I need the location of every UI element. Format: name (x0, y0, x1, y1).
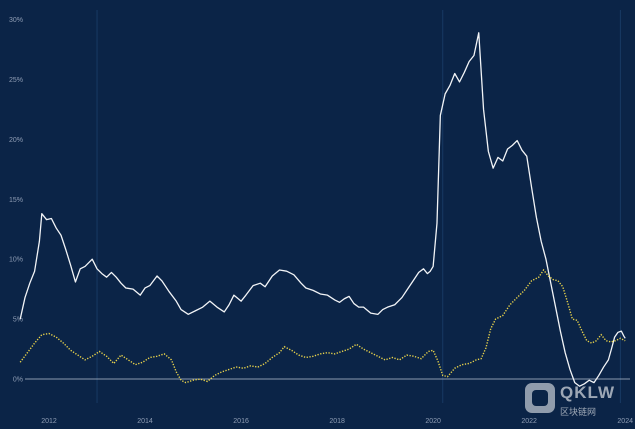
y-tick-label: 10% (9, 257, 23, 264)
grid-layer (25, 10, 630, 403)
x-tick-label: 2012 (41, 418, 57, 425)
watermark-subtitle: 区块链网 (560, 407, 597, 417)
x-tick-label: 2018 (329, 418, 345, 425)
axis-layer: 0% 5% 10% 15% 20% 25% 30% 2012 2014 2016 2018 2020 2… (9, 17, 633, 425)
watermark: QKLW 区块链网 (525, 377, 631, 425)
series-line-yellow-dotted (19, 268, 626, 384)
watermark-logo-icon (525, 383, 555, 413)
series-line-white-solid (19, 32, 626, 387)
x-tick-label: 2016 (233, 418, 249, 425)
y-tick-label: 15% (9, 197, 23, 204)
y-tick-label: 5% (13, 317, 23, 324)
x-tick-label: 2024 (617, 418, 633, 425)
y-tick-label: 20% (9, 137, 23, 144)
series-layer (19, 32, 626, 387)
y-tick-label: 30% (9, 17, 23, 24)
watermark-brand: QKLW (560, 383, 615, 402)
x-tick-label: 2020 (425, 418, 441, 425)
y-tick-label: 25% (9, 77, 23, 84)
y-tick-label: 0% (13, 377, 23, 384)
x-tick-label: 2014 (137, 418, 153, 425)
x-tick-label: 2022 (521, 418, 537, 425)
